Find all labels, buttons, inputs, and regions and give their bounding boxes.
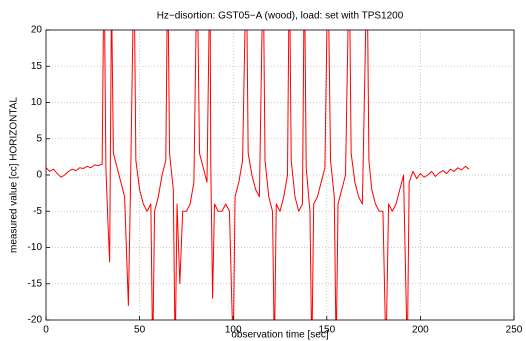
- y-tick-label: 5: [36, 133, 42, 144]
- y-tick-label: 15: [31, 61, 43, 72]
- y-axis-label: measured value [cc] HORIZONTAL: [9, 97, 20, 253]
- data-line: [46, 30, 470, 320]
- y-tick-label: 20: [31, 25, 43, 36]
- y-tick-label: 0: [36, 170, 42, 181]
- x-tick-label: 100: [225, 325, 242, 336]
- chart-title: Hz−disortion: GST05−A (wood), load: set …: [157, 11, 404, 22]
- x-tick-label: 200: [412, 325, 429, 336]
- y-tick-label: -10: [28, 242, 43, 253]
- x-tick-label: 250: [506, 325, 523, 336]
- y-tick-label: -15: [28, 278, 43, 289]
- x-tick-label: 150: [318, 325, 335, 336]
- x-axis-label: observation time [sec]: [231, 330, 328, 341]
- y-tick-label: -5: [33, 206, 42, 217]
- x-tick-label: 50: [134, 325, 146, 336]
- y-tick-label: -20: [28, 315, 43, 326]
- x-tick-label: 0: [43, 325, 49, 336]
- y-tick-label: 10: [31, 97, 43, 108]
